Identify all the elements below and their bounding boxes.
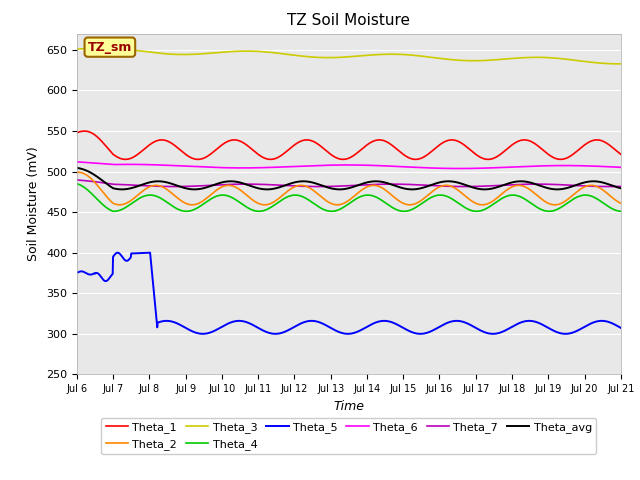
Theta_4 bbox=[300, 194, 308, 200]
Theta_2 bbox=[522, 185, 530, 191]
Theta_7 bbox=[300, 183, 308, 189]
Theta_5 bbox=[73, 270, 81, 276]
Theta_2 bbox=[570, 192, 577, 198]
Theta_3 bbox=[433, 55, 440, 61]
Text: TZ_sm: TZ_sm bbox=[88, 41, 132, 54]
Theta_1 bbox=[194, 156, 202, 162]
Theta_1 bbox=[81, 128, 88, 134]
X-axis label: Time: Time bbox=[333, 400, 364, 413]
Theta_4 bbox=[287, 193, 294, 199]
Theta_5 bbox=[570, 330, 577, 336]
Theta_1 bbox=[122, 156, 129, 162]
Theta_4 bbox=[569, 196, 577, 202]
Theta_7 bbox=[170, 184, 178, 190]
Theta_avg bbox=[118, 187, 126, 192]
Theta_2 bbox=[74, 169, 81, 175]
Line: Theta_2: Theta_2 bbox=[77, 172, 621, 205]
Theta_7 bbox=[73, 177, 81, 183]
Theta_7 bbox=[287, 183, 294, 189]
Theta_1 bbox=[73, 130, 81, 136]
Theta_5 bbox=[300, 319, 308, 325]
Theta_1 bbox=[522, 137, 530, 143]
Theta_6 bbox=[432, 165, 440, 171]
Theta_6 bbox=[287, 164, 294, 169]
Theta_7 bbox=[193, 183, 201, 189]
Theta_6 bbox=[456, 166, 463, 171]
Line: Theta_1: Theta_1 bbox=[77, 131, 621, 159]
Line: Theta_avg: Theta_avg bbox=[77, 168, 621, 190]
Theta_7 bbox=[433, 183, 440, 189]
Theta_4 bbox=[433, 192, 440, 198]
Theta_6 bbox=[193, 164, 201, 169]
Theta_5 bbox=[433, 325, 441, 331]
Theta_5 bbox=[287, 326, 295, 332]
Theta_6 bbox=[522, 164, 530, 169]
Y-axis label: Soil Moisture (mV): Soil Moisture (mV) bbox=[28, 146, 40, 262]
Theta_2 bbox=[116, 202, 124, 208]
Line: Theta_4: Theta_4 bbox=[77, 184, 621, 211]
Theta_2 bbox=[194, 201, 202, 206]
Theta_4 bbox=[617, 208, 625, 214]
Theta_avg bbox=[569, 183, 577, 189]
Theta_3 bbox=[73, 46, 81, 52]
Theta_1 bbox=[300, 137, 308, 143]
Theta_2 bbox=[300, 183, 308, 189]
Theta_6 bbox=[73, 159, 81, 165]
Theta_avg bbox=[617, 185, 625, 191]
Theta_1 bbox=[287, 145, 295, 151]
Theta_5 bbox=[193, 330, 201, 336]
Theta_7 bbox=[522, 181, 530, 187]
Line: Theta_7: Theta_7 bbox=[77, 180, 621, 187]
Theta_6 bbox=[569, 163, 577, 168]
Theta_3 bbox=[522, 55, 530, 60]
Theta_2 bbox=[433, 185, 441, 191]
Theta_5 bbox=[199, 331, 207, 336]
Theta_3 bbox=[300, 53, 308, 59]
Theta_2 bbox=[287, 186, 295, 192]
Theta_5 bbox=[146, 250, 154, 255]
Theta_avg bbox=[300, 179, 308, 184]
Theta_4 bbox=[193, 205, 201, 211]
Theta_5 bbox=[522, 318, 530, 324]
Theta_3 bbox=[193, 51, 201, 57]
Theta_1 bbox=[617, 151, 625, 157]
Theta_avg bbox=[433, 180, 440, 186]
Theta_avg bbox=[287, 180, 294, 186]
Theta_1 bbox=[570, 151, 577, 157]
Theta_7 bbox=[617, 183, 625, 189]
Theta_4 bbox=[522, 197, 530, 203]
Line: Theta_5: Theta_5 bbox=[77, 252, 621, 334]
Theta_4 bbox=[110, 208, 118, 214]
Theta_3 bbox=[569, 57, 577, 63]
Theta_5 bbox=[617, 325, 625, 331]
Theta_2 bbox=[73, 169, 81, 175]
Theta_6 bbox=[617, 165, 625, 170]
Theta_3 bbox=[97, 45, 105, 51]
Theta_4 bbox=[73, 181, 81, 187]
Line: Theta_6: Theta_6 bbox=[77, 162, 621, 168]
Theta_avg bbox=[193, 186, 201, 192]
Theta_6 bbox=[300, 163, 307, 169]
Theta_3 bbox=[614, 61, 622, 67]
Theta_2 bbox=[617, 200, 625, 206]
Theta_3 bbox=[287, 52, 294, 58]
Line: Theta_3: Theta_3 bbox=[77, 48, 621, 64]
Theta_avg bbox=[73, 165, 81, 171]
Theta_7 bbox=[569, 182, 577, 188]
Title: TZ Soil Moisture: TZ Soil Moisture bbox=[287, 13, 410, 28]
Legend: Theta_1, Theta_2, Theta_3, Theta_4, Theta_5, Theta_6, Theta_7, Theta_avg: Theta_1, Theta_2, Theta_3, Theta_4, Thet… bbox=[101, 418, 596, 454]
Theta_3 bbox=[617, 61, 625, 67]
Theta_1 bbox=[433, 144, 441, 150]
Theta_avg bbox=[522, 179, 530, 184]
